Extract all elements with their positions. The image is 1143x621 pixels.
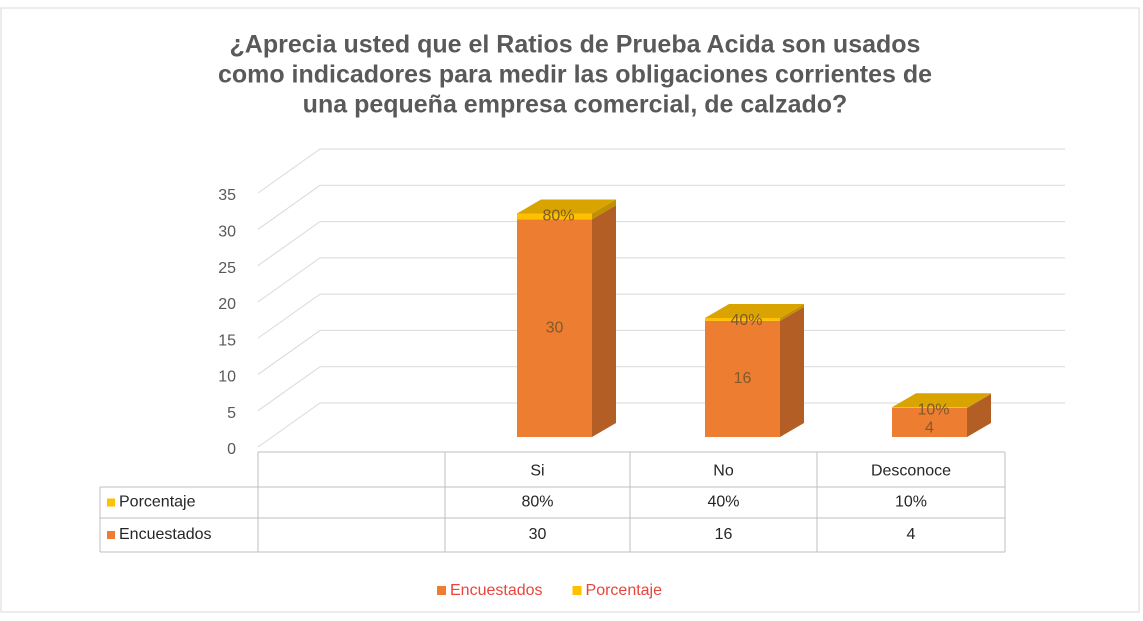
data-label: 80% <box>542 208 574 225</box>
y-tick-label: 5 <box>227 405 236 422</box>
table-legend-key <box>107 498 115 507</box>
chart-title: ¿Aprecia usted que el Ratios de Prueba A… <box>230 31 921 59</box>
grid-line <box>257 366 1065 412</box>
bar-front <box>705 317 780 321</box>
chart-title: como indicadores para medir las obligaci… <box>218 61 932 89</box>
y-tick-label: 25 <box>218 260 236 277</box>
table-row-label: Encuestados <box>119 526 212 543</box>
bar-top <box>517 199 616 214</box>
bar-front <box>517 219 592 437</box>
legend-label: Porcentaje <box>586 582 663 599</box>
bar-front <box>892 407 967 437</box>
data-label: 4 <box>925 420 934 437</box>
table-header: Si <box>530 463 544 480</box>
table-row-label: Porcentaje <box>119 494 196 511</box>
y-tick-label: 35 <box>218 187 236 204</box>
grid-line <box>257 221 1065 266</box>
table-header: No <box>713 463 734 480</box>
y-tick-label: 30 <box>218 224 236 241</box>
data-label: 30 <box>546 319 564 336</box>
bar-side <box>592 205 616 437</box>
bar-front <box>892 407 967 408</box>
data-label: 40% <box>730 312 762 329</box>
bar-side <box>592 199 616 220</box>
chart-title: una pequeña empresa comercial, de calzad… <box>303 91 848 119</box>
table-cell: 30 <box>529 526 547 543</box>
legend-label: Encuestados <box>450 582 543 599</box>
bar-side <box>780 303 804 321</box>
legend-key <box>437 586 446 595</box>
y-tick-label: 0 <box>227 441 236 458</box>
data-label: 10% <box>917 401 949 418</box>
grid-line <box>257 329 1065 375</box>
legend-key <box>572 586 582 595</box>
table-cell: 16 <box>715 526 733 543</box>
grid-line <box>257 184 1065 230</box>
y-tick-label: 10 <box>218 369 236 386</box>
bar-side <box>967 393 991 408</box>
table-cell: 80% <box>521 494 553 511</box>
grid-line <box>257 148 1065 194</box>
table-cell: 4 <box>907 526 916 543</box>
table-cell: 40% <box>707 494 739 511</box>
bar-top <box>705 303 804 318</box>
bar-side <box>780 306 804 437</box>
grid-line <box>257 257 1065 303</box>
data-label: 16 <box>734 370 752 387</box>
bar-top <box>892 393 991 408</box>
bar-front <box>517 213 592 220</box>
grid-line <box>257 293 1065 339</box>
table-legend-key <box>107 531 115 539</box>
table-cell: 10% <box>895 494 927 511</box>
bar-side <box>967 393 991 437</box>
table-header: Desconoce <box>871 463 951 480</box>
grid-line <box>257 402 1065 448</box>
y-tick-label: 15 <box>218 332 236 349</box>
y-tick-label: 20 <box>218 296 236 313</box>
bar-front <box>705 320 780 437</box>
